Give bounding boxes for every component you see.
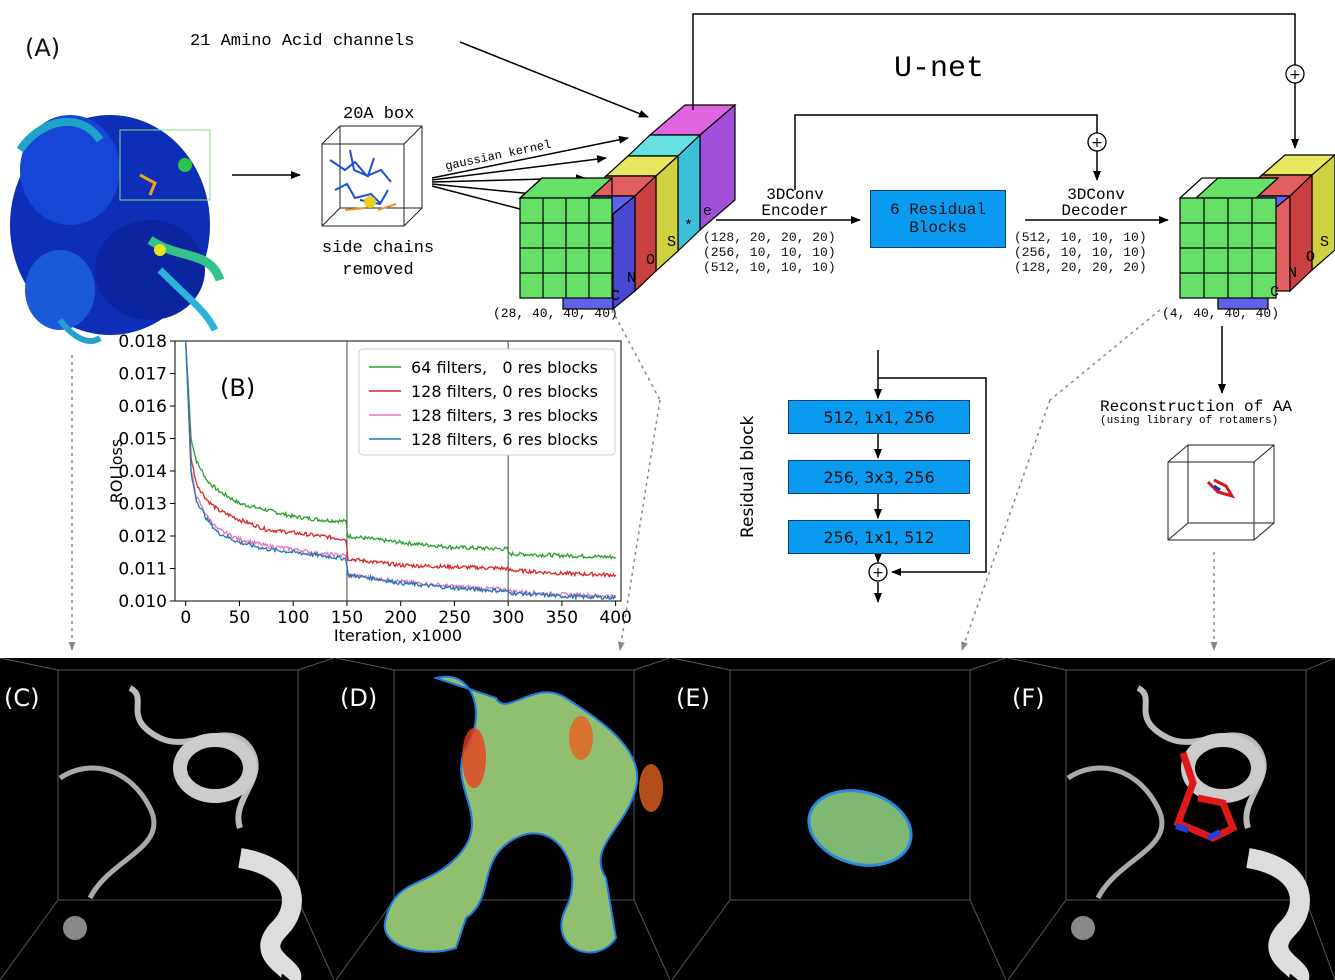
decoder-subtitle: Decoder — [1061, 202, 1129, 220]
output-tensor-cube — [1179, 154, 1335, 310]
resblock-layer-2: 256, 3x3, 256 — [788, 460, 970, 494]
reconstruction-box — [1167, 444, 1275, 541]
output-shape: (4, 40, 40, 40) — [1162, 306, 1280, 321]
panel-link-arrows — [68, 309, 1218, 651]
side-chains-label: side chains removed — [321, 239, 435, 280]
legend-label-2: 128 filters, 3 res blocks — [411, 406, 598, 425]
input-atom-star: * — [684, 218, 694, 235]
decoder-dims: (512, 10, 10, 10) (256, 10, 10, 10) (128… — [1014, 230, 1147, 275]
y-axis-label: ROI loss — [107, 439, 126, 503]
decoder-title: 3DConv — [1067, 186, 1125, 204]
encoder-dims: (128, 20, 20, 20) (256, 10, 10, 10) (512… — [703, 230, 836, 275]
legend-label-3: 128 filters, 6 res blocks — [411, 430, 598, 449]
render-panels: (C) (D) (E) — [0, 658, 1335, 980]
output-atom-s: S — [1320, 234, 1330, 251]
legend-label-0: 64 filters, 0 res blocks — [411, 358, 598, 377]
reconstruction-subtitle: (using library of rotamers) — [1100, 415, 1279, 427]
series-line-3 — [185, 340, 617, 601]
xtick-label-0: 0 — [180, 608, 191, 628]
panel-e: (E) — [672, 658, 1006, 980]
input-atom-e: e — [703, 203, 713, 220]
reconstruction-title: Reconstruction of AA — [1100, 398, 1293, 416]
ytick-label-0.013: 0.013 — [118, 495, 167, 515]
legend-label-1: 128 filters, 0 res blocks — [411, 382, 598, 401]
panel-label-b: (B) — [220, 374, 255, 402]
ytick-label-0.01: 0.010 — [118, 592, 167, 612]
panel-label-a: (A) — [25, 34, 61, 62]
residual-block-graph — [874, 350, 987, 603]
xtick-label-250: 250 — [438, 608, 470, 628]
architecture-diagram: + + + — [10, 13, 1335, 651]
series-line-0 — [185, 340, 617, 560]
panel-label-e: (E) — [676, 684, 710, 712]
xtick-label-300: 300 — [492, 608, 524, 628]
box-20a — [321, 125, 423, 227]
input-atom-s: S — [667, 234, 677, 251]
input-atom-o: O — [646, 252, 656, 269]
resblock-layer-3: 256, 1x1, 512 — [788, 520, 970, 554]
loss-chart: 0 50 100 150 200 250 300 350 400 0.010 0.011 0.012 0… — [107, 332, 632, 645]
panel-d: (D) — [336, 658, 670, 980]
series-line-1 — [185, 340, 617, 579]
input-atom-c: C — [611, 288, 621, 305]
ytick-label-0.012: 0.012 — [118, 527, 167, 547]
output-atom-o: O — [1306, 249, 1316, 266]
output-atom-n: N — [1288, 265, 1298, 282]
unet-title: U-net — [894, 52, 985, 86]
resblock-layer-1: 512, 1x1, 256 — [788, 400, 970, 434]
panel-c: (C) — [0, 658, 334, 980]
ytick-label-0.018: 0.018 — [118, 332, 167, 352]
resblock-label: Residual block — [738, 415, 758, 538]
input-atom-n: N — [627, 270, 637, 287]
input-tensor-cube — [518, 103, 737, 311]
residual-blocks-box: 6 Residual Blocks — [870, 190, 1006, 248]
xtick-label-400: 400 — [599, 608, 631, 628]
xtick-label-100: 100 — [277, 608, 309, 628]
ytick-label-0.015: 0.015 — [118, 430, 167, 450]
gaussian-kernel-arrows — [431, 135, 629, 217]
ytick-label-0.016: 0.016 — [118, 397, 167, 417]
panel-label-d: (D) — [340, 684, 378, 712]
xtick-label-50: 50 — [229, 608, 251, 628]
svg-text:+: + — [1091, 135, 1103, 151]
encoder-subtitle: Encoder — [761, 202, 829, 220]
output-atom-c: C — [1270, 284, 1280, 301]
box-label: 20A box — [343, 105, 415, 124]
channels-label: 21 Amino Acid channels — [190, 32, 415, 51]
svg-text:+: + — [1289, 67, 1301, 83]
input-shape: (28, 40, 40, 40) — [493, 306, 618, 321]
ytick-label-0.017: 0.017 — [118, 365, 167, 385]
protein-structure-image — [10, 115, 225, 344]
x-axis-label: Iteration, x1000 — [334, 626, 462, 645]
svg-text:+: + — [872, 565, 884, 581]
panel-label-f: (F) — [1012, 684, 1045, 712]
legend-box — [358, 348, 616, 456]
xtick-label-350: 350 — [546, 608, 578, 628]
xtick-label-150: 150 — [331, 608, 363, 628]
xtick-label-200: 200 — [384, 608, 416, 628]
ytick-label-0.014: 0.014 — [118, 462, 167, 482]
ytick-label-0.011: 0.011 — [118, 560, 167, 580]
panel-label-c: (C) — [4, 684, 40, 712]
encoder-title: 3DConv — [766, 186, 824, 204]
panel-f: (F) — [1008, 658, 1335, 980]
